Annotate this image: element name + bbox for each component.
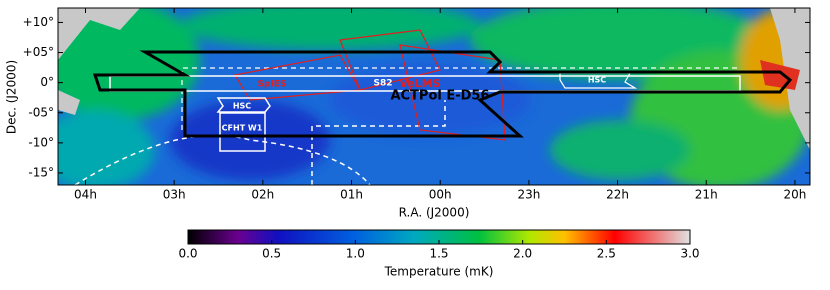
- x-tick-label: 02h: [251, 188, 274, 202]
- y-tick-label: +05°: [23, 45, 54, 59]
- x-axis-label: R.A. (J2000): [399, 206, 470, 220]
- colorbar-label: Temperature (mK): [384, 265, 494, 279]
- colorbar-tick-label: 0.0: [178, 247, 197, 261]
- map: [58, 8, 810, 185]
- colorbar-tick-label: 1.5: [429, 247, 448, 261]
- colorbar-tick-label: 2.5: [597, 247, 616, 261]
- annotation: S82: [373, 79, 392, 89]
- annotation: ACTPol E-D56: [390, 89, 489, 104]
- y-axis-label: Dec. (J2000): [5, 60, 19, 134]
- y-tick-label: +10°: [23, 15, 54, 29]
- y-tick-label: 0°: [40, 75, 54, 89]
- y-tick-label: -15°: [28, 165, 54, 179]
- x-tick-label: 01h: [340, 188, 363, 202]
- annotation: HSC: [588, 76, 606, 85]
- annotation: CFHT W1: [222, 124, 263, 133]
- colorbar-tick-label: 3.0: [680, 247, 699, 261]
- x-tick-label: 04h: [74, 188, 97, 202]
- x-tick-label: 20h: [783, 188, 806, 202]
- plot-frame: [57, 7, 811, 186]
- colorbar-tick-label: 1.0: [346, 247, 365, 261]
- annotation: SpIES: [258, 80, 287, 90]
- y-tick-label: -10°: [28, 135, 54, 149]
- y-tick-label: -05°: [28, 105, 54, 119]
- annotation: HSC: [233, 102, 251, 111]
- x-tick-label: 21h: [695, 188, 718, 202]
- x-tick-label: 22h: [606, 188, 629, 202]
- x-tick-label: 03h: [163, 188, 186, 202]
- colorbar-tick-label: 0.5: [262, 247, 281, 261]
- annotation: VeLMS: [399, 77, 440, 90]
- x-tick-label: 23h: [517, 188, 540, 202]
- colorbar-tick-label: 2.0: [513, 247, 532, 261]
- x-tick-label: 00h: [429, 188, 452, 202]
